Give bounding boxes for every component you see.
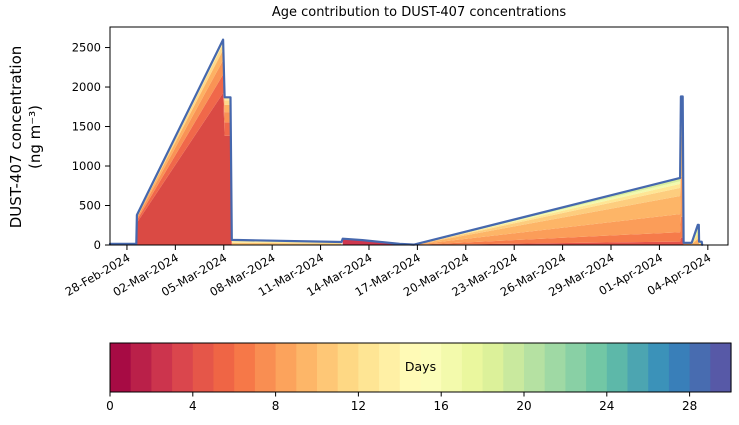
chart-title: Age contribution to DUST-407 concentrati… xyxy=(271,5,567,20)
area-layer-event-early-march xyxy=(136,74,232,244)
area-layer-late-march-ramp xyxy=(399,176,692,245)
colorbar-tick-label: 12 xyxy=(351,399,366,413)
y-tick-label: 1000 xyxy=(72,159,101,173)
colorbar-bin xyxy=(213,343,235,392)
colorbar-bin xyxy=(317,343,339,392)
colorbar-bin xyxy=(296,343,318,392)
y-tick-label: 500 xyxy=(79,199,101,213)
colorbar-bin xyxy=(151,343,173,392)
colorbar-bin xyxy=(668,343,691,392)
colorbar-bin xyxy=(606,343,629,392)
colorbar-bin xyxy=(234,343,256,392)
area-layer-decay-tail xyxy=(231,242,342,245)
area-layer-end-triangle xyxy=(691,239,703,245)
y-tick-label: 1500 xyxy=(72,120,101,134)
area-layer-late-march-ramp xyxy=(399,136,692,245)
colorbar-bin xyxy=(503,343,525,392)
colorbar-bin xyxy=(544,343,566,392)
y-tick-label: 0 xyxy=(94,238,101,252)
y-axis-label-line1: DUST-407 concentration xyxy=(7,45,25,229)
colorbar-tick-label: 28 xyxy=(682,399,697,413)
colorbar-tick-label: 0 xyxy=(106,399,114,413)
colorbar-bin xyxy=(337,343,359,392)
y-tick-label: 2000 xyxy=(72,80,101,94)
colorbar-bin xyxy=(482,343,504,392)
colorbar-tick-label: 4 xyxy=(189,399,197,413)
area-layer-end-triangle xyxy=(691,233,703,245)
y-axis-label: DUST-407 concentration (ng m⁻³) xyxy=(7,0,47,287)
colorbar-bin xyxy=(420,343,442,392)
colorbar-bin xyxy=(710,343,732,392)
colorbar-bin xyxy=(399,343,422,392)
axes-frame xyxy=(109,26,729,246)
area-layer-end-triangle xyxy=(691,228,703,245)
colorbar-bin xyxy=(565,343,587,392)
area-layer-late-march-ramp xyxy=(399,237,692,245)
colorbar-bin xyxy=(172,343,194,392)
colorbar-bin xyxy=(627,343,649,392)
colorbar-bin xyxy=(358,343,380,392)
area-layer-event-early-march xyxy=(136,93,232,245)
colorbar-tick-label: 20 xyxy=(516,399,531,413)
colorbar-bin xyxy=(130,343,152,392)
colorbar-tick-label: 8 xyxy=(272,399,280,413)
colorbar-bin xyxy=(110,343,132,392)
colorbar-bin xyxy=(461,343,484,392)
colorbar-bin xyxy=(648,343,670,392)
colorbar-bin xyxy=(379,343,401,392)
area-layer-late-march-ramp xyxy=(399,216,692,245)
total-concentration-line xyxy=(108,38,704,246)
colorbar-tick-label: 24 xyxy=(599,399,614,413)
area-layer-late-march-ramp xyxy=(399,118,692,245)
colorbar-bin xyxy=(689,343,711,392)
colorbar-bin xyxy=(441,343,463,392)
y-axis-label-line2: (ng m⁻³) xyxy=(25,104,44,170)
colorbar-frame xyxy=(109,342,732,393)
y-tick-label: 2500 xyxy=(72,41,101,55)
colorbar-bin xyxy=(524,343,546,392)
colorbar-bin xyxy=(275,343,297,392)
colorbar-bin xyxy=(254,343,277,392)
colorbar-bin xyxy=(586,343,608,392)
colorbar-label: Days xyxy=(404,359,437,374)
colorbar-tick-label: 16 xyxy=(434,399,449,413)
colorbar-bin xyxy=(192,343,215,392)
